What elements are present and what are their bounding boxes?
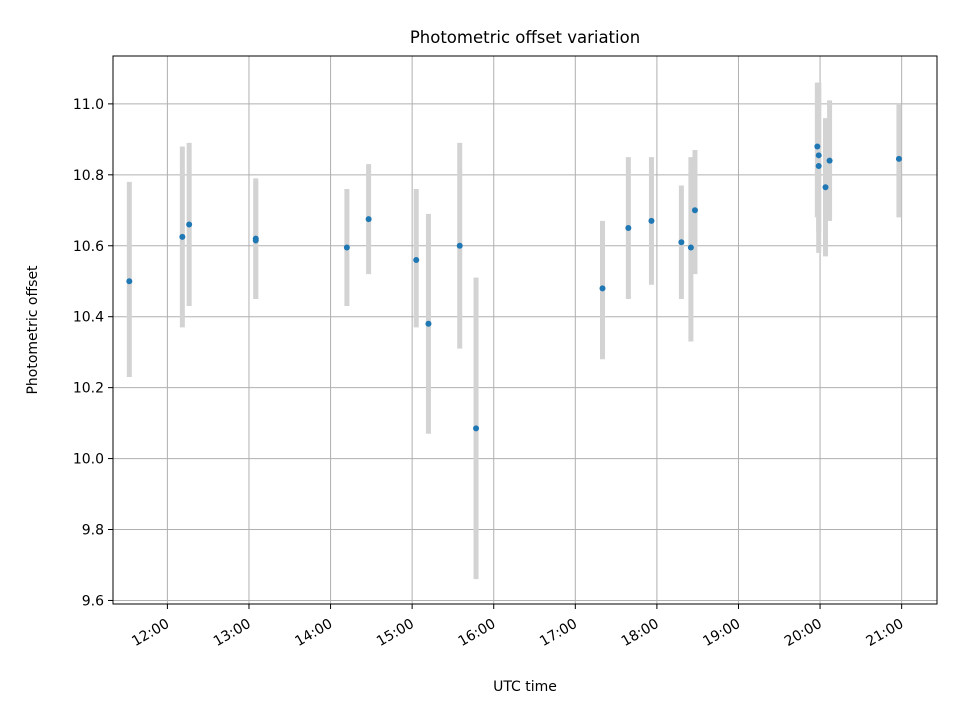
data-point (814, 143, 821, 150)
plot-frame (112, 55, 938, 605)
data-point (895, 155, 902, 162)
data-point (815, 152, 822, 159)
y-tick-label: 9.6 (82, 593, 104, 609)
chart-title: Photometric offset variation (410, 28, 640, 47)
data-point (625, 225, 632, 232)
data-point (687, 244, 694, 251)
data-point (473, 425, 480, 432)
y-axis-label: Photometric offset (25, 265, 41, 395)
y-tick-label: 9.8 (82, 523, 104, 539)
data-point (365, 216, 372, 223)
y-tick-label: 10.4 (73, 310, 104, 326)
y-tick-label: 10.6 (73, 239, 104, 255)
data-point (179, 233, 186, 240)
data-point (648, 217, 655, 224)
data-point (678, 239, 685, 246)
y-tick-label: 11.0 (73, 97, 104, 113)
data-point (826, 157, 833, 164)
y-tick-label: 10.0 (73, 452, 104, 468)
data-points (126, 143, 902, 432)
data-point (425, 320, 432, 327)
data-point (599, 285, 606, 292)
data-point (822, 184, 829, 191)
y-tick-label: 10.2 (73, 381, 104, 397)
y-tick-label: 10.8 (73, 168, 104, 184)
data-point (815, 162, 822, 169)
data-point (413, 256, 420, 263)
data-point (456, 242, 463, 249)
y-axis-ticks: 9.6 9.8 10.0 10.2 10.4 10.6 10.8 11.0 (73, 97, 113, 609)
data-point (343, 244, 350, 251)
data-point (691, 207, 698, 214)
data-point (252, 237, 259, 244)
x-axis-label: UTC time (493, 679, 557, 695)
data-point (186, 221, 193, 228)
data-point (126, 278, 133, 285)
